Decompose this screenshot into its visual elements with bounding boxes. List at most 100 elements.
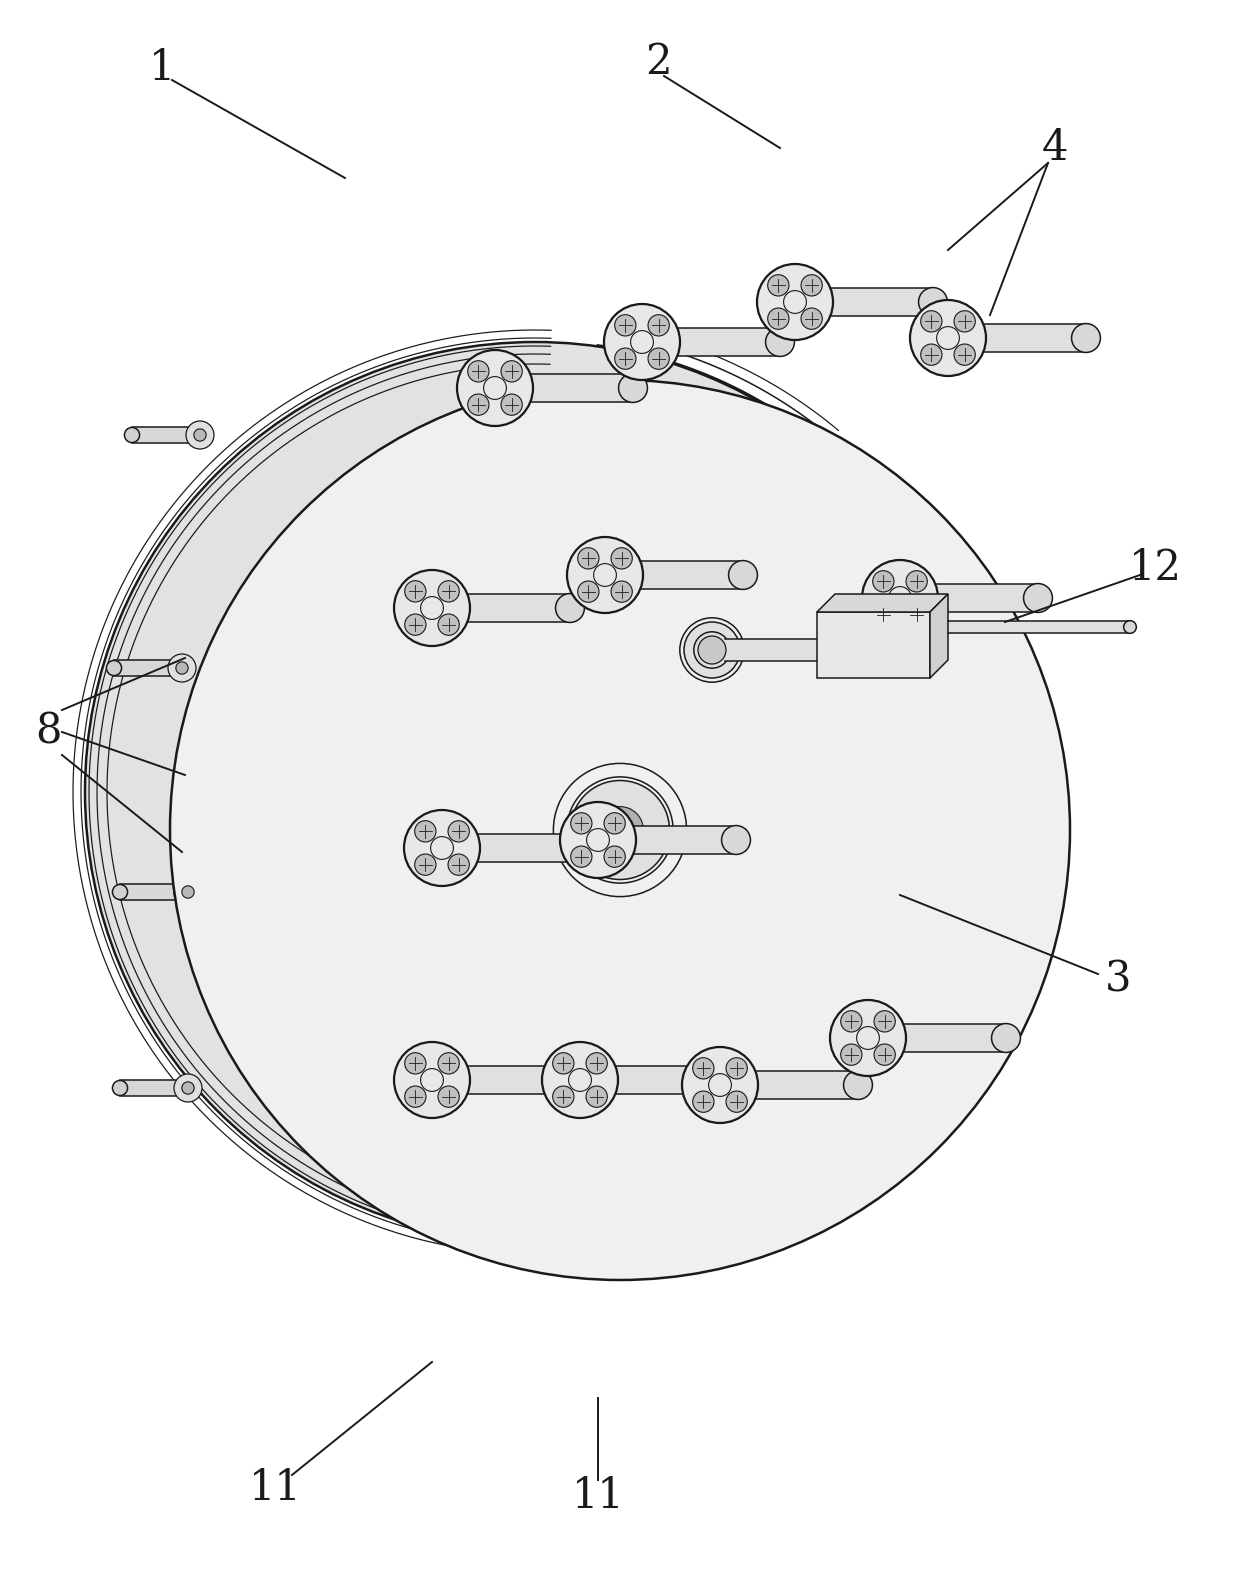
Circle shape [542,1042,618,1118]
Polygon shape [301,585,334,614]
Circle shape [448,821,469,842]
Polygon shape [274,937,309,963]
Polygon shape [231,735,268,748]
Polygon shape [291,959,325,986]
Circle shape [438,1087,459,1107]
Circle shape [725,1091,748,1112]
Polygon shape [304,972,334,999]
Polygon shape [291,597,325,625]
Polygon shape [233,850,270,864]
Polygon shape [120,1080,188,1096]
Polygon shape [479,1060,490,1096]
Circle shape [611,547,632,570]
Circle shape [414,821,436,842]
Text: 11: 11 [249,1467,301,1508]
Polygon shape [249,670,285,689]
Polygon shape [398,1036,420,1071]
Polygon shape [427,1047,445,1083]
Circle shape [404,1053,427,1074]
Circle shape [448,854,469,875]
Polygon shape [427,501,445,538]
Circle shape [404,614,427,635]
Text: 3: 3 [1105,959,1131,1001]
Circle shape [556,593,584,622]
Polygon shape [334,554,362,585]
Circle shape [596,807,644,853]
Circle shape [874,1010,895,1033]
Polygon shape [637,560,743,589]
Text: 2: 2 [645,41,671,83]
Circle shape [182,1082,195,1095]
Polygon shape [267,636,300,659]
Circle shape [843,1071,873,1099]
Circle shape [874,1044,895,1066]
Polygon shape [501,485,511,522]
Polygon shape [479,488,490,525]
Circle shape [921,310,942,333]
Polygon shape [234,851,270,866]
Polygon shape [340,1002,367,1034]
Polygon shape [470,488,485,527]
Polygon shape [304,584,334,613]
Circle shape [565,834,594,862]
Polygon shape [229,829,267,840]
Polygon shape [227,808,264,819]
Circle shape [113,1080,128,1096]
Circle shape [556,1066,584,1095]
Circle shape [570,846,591,867]
Circle shape [693,1058,714,1079]
Circle shape [801,275,822,296]
Polygon shape [501,1063,511,1099]
Circle shape [921,344,942,366]
Polygon shape [254,659,289,679]
Circle shape [170,380,1070,1281]
Circle shape [1023,584,1053,613]
Polygon shape [405,1039,425,1074]
Polygon shape [630,826,737,854]
Circle shape [501,395,522,415]
Polygon shape [361,1017,386,1050]
Polygon shape [464,1066,570,1095]
Polygon shape [301,969,334,999]
Polygon shape [253,662,288,683]
Circle shape [567,538,644,613]
Polygon shape [384,1029,408,1064]
Polygon shape [273,625,306,649]
Circle shape [174,1074,202,1103]
Polygon shape [817,593,949,613]
Polygon shape [412,1042,433,1077]
Polygon shape [295,593,326,620]
Polygon shape [232,732,268,743]
Polygon shape [241,694,277,711]
Polygon shape [237,862,273,877]
Polygon shape [237,706,273,722]
Polygon shape [474,834,580,862]
Circle shape [501,361,522,382]
Polygon shape [259,913,294,936]
Polygon shape [233,719,270,735]
Polygon shape [246,885,280,902]
Polygon shape [753,1071,858,1099]
Circle shape [553,1087,574,1107]
Polygon shape [288,955,319,980]
Polygon shape [455,1055,471,1091]
Polygon shape [228,757,264,767]
Polygon shape [247,888,283,908]
Polygon shape [372,528,396,562]
Polygon shape [405,511,425,546]
Polygon shape [321,566,350,597]
Text: 4: 4 [1042,127,1068,169]
Circle shape [729,560,758,589]
Circle shape [438,1053,459,1074]
Polygon shape [466,490,479,527]
Circle shape [404,810,480,886]
Circle shape [649,348,670,369]
Polygon shape [237,705,274,722]
Polygon shape [466,1058,479,1093]
Text: 11: 11 [572,1475,625,1516]
Polygon shape [246,683,280,700]
Polygon shape [228,823,265,834]
Circle shape [604,304,680,380]
Circle shape [619,374,647,403]
Circle shape [768,309,789,329]
